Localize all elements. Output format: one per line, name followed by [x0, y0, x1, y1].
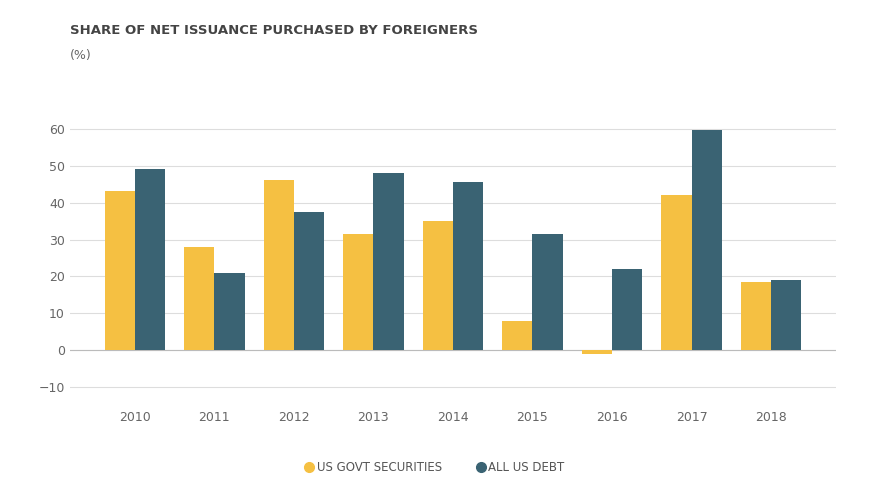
Bar	[661, 195, 692, 350]
Bar	[343, 234, 374, 350]
Bar	[184, 247, 214, 350]
Bar	[294, 212, 324, 350]
Bar	[135, 169, 165, 350]
Bar	[532, 234, 563, 350]
Text: (%): (%)	[70, 49, 91, 62]
Bar	[771, 280, 801, 350]
Legend: US GOVT SECURITIES, ALL US DEBT: US GOVT SECURITIES, ALL US DEBT	[301, 457, 570, 479]
Bar	[503, 321, 532, 350]
Bar	[264, 180, 294, 350]
Text: SHARE OF NET ISSUANCE PURCHASED BY FOREIGNERS: SHARE OF NET ISSUANCE PURCHASED BY FOREI…	[70, 24, 477, 37]
Bar	[612, 269, 642, 350]
Bar	[741, 282, 771, 350]
Bar	[453, 182, 483, 350]
Bar	[422, 221, 453, 350]
Bar	[105, 192, 135, 350]
Bar	[374, 173, 403, 350]
Bar	[214, 273, 245, 350]
Bar	[582, 350, 612, 354]
Bar	[692, 130, 722, 350]
